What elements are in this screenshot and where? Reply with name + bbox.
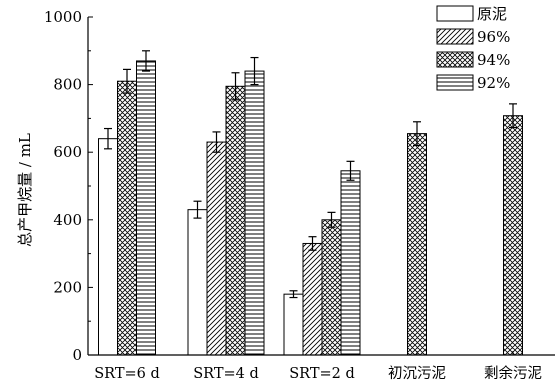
legend-swatch xyxy=(436,5,474,22)
bar xyxy=(98,138,118,356)
y-tick-label: 400 xyxy=(53,211,82,229)
legend: 原泥 96% 94% 92% xyxy=(436,5,510,92)
y-tick-label: 1000 xyxy=(44,8,82,26)
y-axis-label: 总产甲烷量 / mL xyxy=(16,133,34,247)
bar xyxy=(283,293,304,356)
axes-layer: 0 200 400 600 800 1000 SRT=6 d SRT=4 d SRT=2 d 初沉… xyxy=(44,8,555,382)
y-tick-label: 800 xyxy=(53,76,82,94)
x-tick-label: 剩余污泥 xyxy=(484,364,542,382)
x-tick-label: 初沉污泥 xyxy=(388,365,446,382)
y-tick-label: 0 xyxy=(72,346,82,364)
bar xyxy=(206,141,227,356)
bar xyxy=(117,80,137,356)
y-tick-label: 600 xyxy=(53,143,82,161)
bar xyxy=(503,115,523,356)
bar xyxy=(321,219,342,356)
x-tick-label: SRT=4 d xyxy=(193,366,259,382)
bars-layer xyxy=(98,50,523,356)
x-tick-label: SRT=2 d xyxy=(289,366,355,382)
bar xyxy=(187,209,208,356)
legend-label: 94% xyxy=(477,51,510,69)
legend-label: 92% xyxy=(477,74,510,92)
legend-swatch xyxy=(436,28,474,45)
bar xyxy=(244,70,265,356)
legend-label: 原泥 xyxy=(477,5,507,23)
bar xyxy=(340,170,361,356)
y-tick-label: 200 xyxy=(53,278,82,296)
bar xyxy=(407,133,427,356)
legend-label: 96% xyxy=(477,28,510,46)
bar xyxy=(136,60,156,356)
x-tick-label: SRT=6 d xyxy=(94,366,160,382)
legend-swatch xyxy=(436,51,474,68)
bar xyxy=(302,242,323,356)
legend-swatch xyxy=(436,74,474,91)
bar xyxy=(225,85,246,356)
